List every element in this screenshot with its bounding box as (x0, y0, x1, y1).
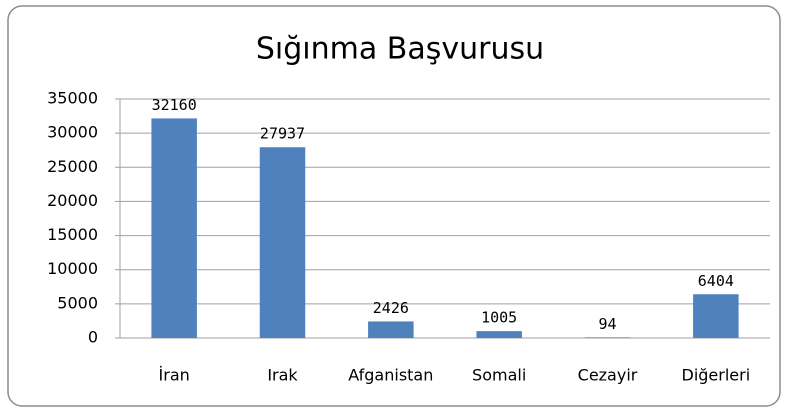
x-tick-label: Somali (472, 366, 526, 385)
data-label: 27937 (260, 125, 305, 143)
chart-title: Sığınma Başvurusu (256, 32, 544, 67)
x-tick-label: Cezayir (578, 366, 638, 385)
bar (368, 321, 414, 338)
x-tick-label: Afganistan (348, 366, 433, 385)
data-label: 32160 (152, 96, 197, 114)
chart-frame (7, 5, 781, 407)
bar (259, 147, 306, 338)
bar (584, 337, 631, 338)
data-label: 2426 (373, 299, 409, 317)
y-tick-label: 15000 (47, 225, 98, 244)
y-tick-label: 5000 (57, 293, 98, 312)
x-tick-label: İran (159, 366, 190, 385)
data-label: 6404 (698, 272, 734, 290)
y-tick-label: 25000 (47, 157, 98, 176)
y-tick-label: 10000 (47, 259, 98, 278)
y-tick-label: 30000 (47, 123, 98, 142)
x-tick-label: Diğerleri (682, 366, 751, 385)
y-tick-label: 0 (88, 328, 98, 347)
data-label: 94 (598, 315, 616, 333)
y-tick-label: 20000 (47, 191, 98, 210)
data-label: 1005 (481, 309, 517, 327)
bar (476, 331, 522, 338)
x-tick-label: Irak (267, 366, 298, 385)
bar (151, 118, 197, 338)
y-tick-label: 35000 (47, 89, 98, 108)
bar (693, 294, 739, 338)
